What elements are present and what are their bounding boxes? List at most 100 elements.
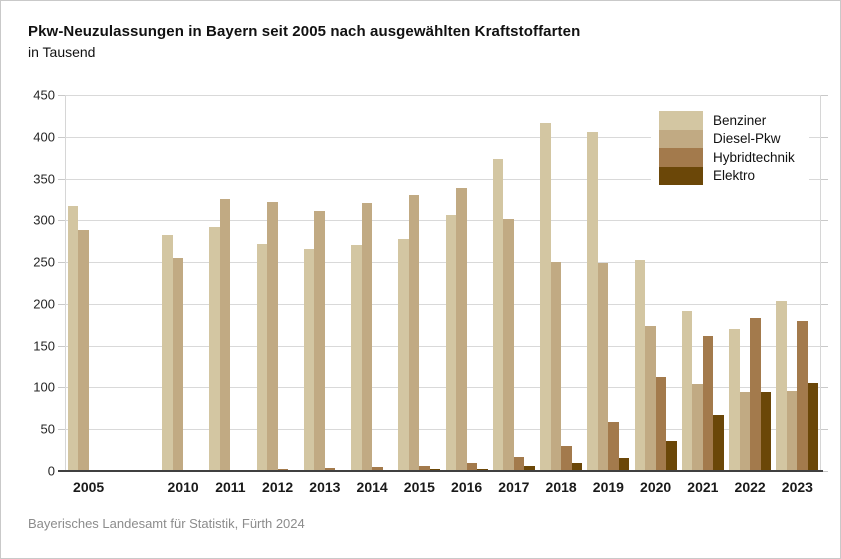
y-tick-right (821, 471, 828, 472)
y-axis-label: 400 (33, 129, 55, 145)
y-axis-label: 450 (33, 87, 55, 103)
bar-group-2016: 2016 (445, 95, 488, 495)
bar-diesel-pkw-2011 (219, 199, 231, 471)
bar-benziner-2014 (351, 245, 362, 471)
bar-benziner-2011 (209, 227, 220, 471)
gridline-400 (65, 136, 821, 138)
source-note: Bayerisches Landesamt für Statistik, Für… (28, 516, 305, 531)
bar-diesel-pkw-2021 (692, 384, 703, 471)
legend-label: Elektro (713, 168, 756, 184)
x-axis-label: 2014 (356, 479, 388, 495)
x-axis-label: 2022 (734, 479, 766, 495)
y-axis-label: 150 (33, 338, 55, 354)
bar-elektro-2018 (571, 463, 583, 471)
bar-group-2005: 2005 (67, 95, 110, 495)
legend-swatch (659, 111, 703, 130)
x-axis-label: 2023 (781, 479, 813, 495)
bar-benziner-2022 (729, 328, 740, 471)
bar-group-2015: 2015 (398, 95, 441, 495)
bar-elektro-2019 (618, 458, 630, 471)
y-tick-right (821, 136, 828, 138)
y-tick-right (821, 262, 828, 264)
legend-item: Elektro (659, 166, 795, 185)
bar-diesel-pkw-2014 (361, 202, 373, 471)
bar-hybridtechnik-2015 (419, 466, 430, 471)
bar-diesel-pkw-2015 (408, 195, 420, 471)
bar-diesel-pkw-2020 (645, 325, 656, 471)
bar-hybridtechnik-2018 (561, 445, 572, 471)
bar-group-2011: 2011 (209, 95, 251, 495)
bar-diesel-pkw-2013 (314, 211, 325, 471)
legend: Benziner Diesel-Pkw Hybridtechnik Elektro (651, 104, 809, 192)
bar-diesel-pkw-2016 (456, 187, 467, 471)
bar-hybridtechnik-2020 (655, 377, 667, 471)
y-tick-left (58, 429, 65, 431)
x-axis-label: 2005 (73, 479, 105, 495)
bar-diesel-pkw-2019 (597, 262, 609, 471)
y-tick-left (58, 345, 65, 347)
y-tick-left (58, 136, 65, 138)
bar-elektro-2021 (713, 415, 724, 471)
y-tick-right (821, 387, 828, 389)
plot-left-border (65, 95, 66, 471)
bar-group-2019: 2019 (587, 95, 630, 495)
plot-area: 0 50 100 150 200 250 300 350 400 450 2005 2010 2011… (33, 88, 828, 495)
legend-swatch (659, 129, 703, 148)
x-axis-label: 2020 (640, 479, 672, 495)
bar-group-2013: 2013 (303, 95, 346, 495)
y-axis-label: 200 (33, 296, 55, 312)
chart-subtitle: in Tausend (28, 44, 96, 60)
x-axis-label: 2012 (262, 479, 294, 495)
x-axis-label: 2015 (403, 479, 435, 495)
y-tick-right (821, 178, 828, 180)
bar-group-2017: 2017 (492, 95, 535, 495)
legend-swatch (659, 148, 703, 167)
gridline-150 (65, 345, 821, 347)
x-axis-label: 2013 (309, 479, 341, 495)
bar-benziner-2021 (681, 310, 693, 471)
bar-diesel-pkw-2005 (78, 230, 89, 471)
bar-benziner-2020 (634, 260, 646, 471)
bar-diesel-pkw-2023 (786, 390, 798, 471)
y-tick-left (58, 387, 65, 389)
bar-diesel-pkw-2018 (550, 262, 562, 471)
plot-right-border (820, 95, 821, 471)
bar-group-2012: 2012 (256, 95, 299, 495)
x-axis-label: 2019 (592, 479, 624, 495)
bar-group-2023: 2023 (776, 95, 819, 495)
x-axis-label: 2011 (215, 479, 246, 495)
x-axis-label: 2016 (451, 479, 483, 495)
bar-diesel-pkw-2022 (739, 392, 751, 471)
bar-group-2021: 2021 (681, 95, 724, 495)
bar-group-2022: 2022 (729, 95, 772, 495)
y-tick-right (821, 303, 828, 305)
legend-item: Hybridtechnik (659, 148, 795, 167)
gridline-200 (65, 303, 821, 305)
y-tick-left (58, 220, 65, 222)
bar-diesel-pkw-2010 (172, 257, 184, 471)
chart-title: Pkw-Neuzulassungen in Bayern seit 2005 n… (28, 23, 581, 40)
y-axis-label: 50 (40, 421, 55, 437)
bar-hybridtechnik-2023 (797, 321, 808, 471)
bar-group-2010: 2010 (162, 95, 204, 495)
bar-group-2020: 2020 (634, 95, 677, 495)
gridline-300 (65, 220, 821, 222)
bar-group-2014: 2014 (351, 95, 394, 495)
bar-benziner-2005 (67, 206, 79, 471)
y-tick-left (58, 95, 65, 96)
y-tick-right (821, 429, 828, 431)
bar-benziner-2012 (256, 243, 268, 471)
y-tick-left (58, 262, 65, 264)
bar-hybridtechnik-2016 (466, 463, 478, 471)
bar-hybridtechnik-2017 (513, 456, 525, 471)
bar-hybridtechnik-2012 (277, 468, 289, 471)
x-axis-label: 2018 (545, 479, 577, 495)
legend-label: Diesel-Pkw (713, 131, 781, 147)
bar-hybridtechnik-2013 (324, 467, 336, 471)
legend-label: Benziner (713, 112, 767, 128)
bar-elektro-2022 (760, 391, 772, 471)
bar-group-2018: 2018 (540, 95, 583, 495)
bar-benziner-2023 (776, 300, 787, 471)
gridline-100 (65, 387, 821, 389)
